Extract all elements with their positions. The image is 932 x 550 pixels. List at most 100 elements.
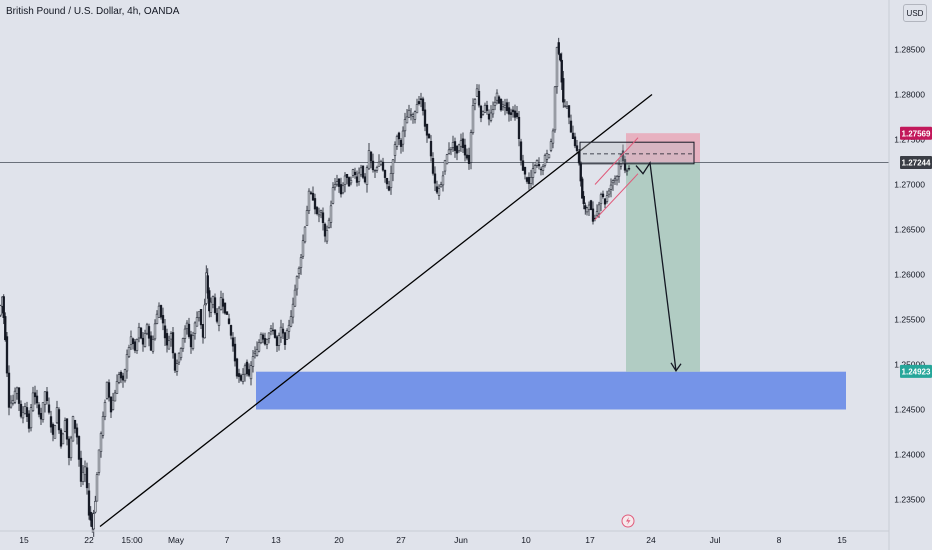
candle-body <box>37 404 41 415</box>
candle-body <box>595 211 599 216</box>
candle-body <box>387 186 391 191</box>
candle-body <box>169 333 173 340</box>
x-tick-label: 22 <box>84 535 94 545</box>
candle-body <box>157 305 161 318</box>
candle-body <box>533 165 537 173</box>
candle-body <box>131 338 135 345</box>
x-tick-label: 10 <box>521 535 531 545</box>
candle-body <box>433 173 437 184</box>
symbol-title[interactable]: British Pound / U.S. Dollar, 4h, OANDA <box>6 6 180 17</box>
candle-body <box>605 195 609 202</box>
candle-body <box>567 105 571 118</box>
candle-body <box>517 116 521 139</box>
candle-body <box>235 358 239 377</box>
candle-body <box>109 396 113 413</box>
candle-body <box>549 141 553 151</box>
candle-body <box>206 275 209 294</box>
candle-body <box>175 363 179 372</box>
candle-body <box>335 181 339 185</box>
currency-button[interactable]: USD <box>903 4 927 22</box>
candle-body <box>103 401 107 417</box>
candle-body <box>497 96 501 104</box>
candle-body <box>167 340 171 350</box>
candle-body <box>523 166 527 175</box>
candle-body <box>123 369 127 382</box>
candle-body <box>417 101 421 104</box>
candle-body <box>407 109 411 118</box>
candle-body <box>203 304 206 339</box>
candle-body <box>301 240 305 257</box>
y-tick-label: 1.27000 <box>894 180 925 190</box>
candle-body <box>475 88 479 97</box>
candle-body <box>259 334 263 344</box>
candle-body <box>41 402 45 421</box>
candle-body <box>415 104 419 114</box>
candle-body <box>61 433 65 445</box>
x-tick-label: 17 <box>585 535 595 545</box>
x-tick-label: 8 <box>777 535 782 545</box>
stop-price-label-bg <box>900 126 932 140</box>
candle-body <box>191 335 195 349</box>
candle-body <box>521 160 525 171</box>
candle-body <box>503 104 507 108</box>
candle-body <box>401 130 405 145</box>
candle-body <box>39 413 43 420</box>
candle-body <box>441 175 445 186</box>
candle-body <box>187 323 191 337</box>
candle-body <box>105 381 109 399</box>
candle-body <box>393 144 397 156</box>
candle-body <box>347 177 351 187</box>
arrow-head <box>670 362 682 372</box>
candle-body <box>531 168 535 178</box>
candle-body <box>92 513 95 530</box>
candle-body <box>271 329 275 332</box>
candle-body <box>383 169 387 178</box>
candle-body <box>165 333 169 346</box>
candle-body <box>83 466 87 476</box>
candle-body <box>525 177 529 182</box>
candle-body <box>581 178 584 199</box>
candle-body <box>539 168 543 171</box>
candle-body <box>395 136 399 147</box>
candle-body <box>95 474 99 502</box>
candle-body <box>209 301 213 313</box>
candle-body <box>23 406 27 414</box>
candle-body <box>341 185 345 194</box>
candle-body <box>547 154 551 159</box>
candle-body <box>233 343 237 362</box>
candle-body <box>119 371 123 379</box>
candle-body <box>85 467 89 489</box>
y-tick-label: 1.26500 <box>894 225 925 235</box>
candle-body <box>445 154 449 165</box>
candle-body <box>243 365 247 375</box>
candle-body <box>199 309 203 326</box>
candle-body <box>257 342 261 352</box>
candle-body <box>197 311 201 319</box>
candle-body <box>543 155 547 166</box>
candle-body <box>117 374 121 383</box>
candle-body <box>94 501 97 513</box>
candle-body <box>208 290 211 312</box>
candle-body <box>289 316 293 327</box>
candle-body <box>367 150 371 170</box>
bolt-icon[interactable] <box>621 514 635 528</box>
candle-body <box>603 198 607 205</box>
candle-body <box>81 471 85 482</box>
y-tick-label: 1.25000 <box>894 360 925 370</box>
current-price-label: 1.27244 <box>902 159 931 168</box>
candle-body <box>307 190 311 211</box>
candle-body <box>399 140 403 147</box>
candle-body <box>437 188 441 196</box>
candle-body <box>227 318 231 324</box>
candle-body <box>473 99 477 104</box>
candle-body <box>283 332 287 345</box>
candle-body <box>305 210 309 226</box>
candle-body <box>509 112 513 115</box>
candle-body <box>7 372 11 408</box>
candle-body <box>589 200 593 211</box>
candle-body <box>317 213 321 217</box>
candle-body <box>615 176 619 181</box>
